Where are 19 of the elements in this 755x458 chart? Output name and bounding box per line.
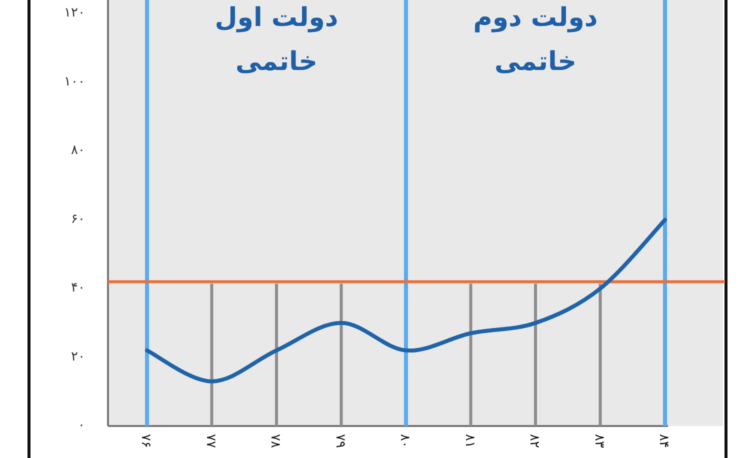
y-tick-label: ۱۲۰ — [64, 6, 85, 21]
x-tick-label: ۸۰ — [397, 434, 412, 448]
x-tick-label: ۷۶ — [138, 434, 153, 448]
x-tick-label: ۷۹ — [332, 434, 348, 448]
x-tick-label: ۸۳ — [591, 434, 606, 448]
x-tick-label: ۸۱ — [462, 434, 477, 448]
annotation: دولت اول خاتمی — [214, 3, 338, 77]
y-tick-label: ۴۰ — [71, 280, 85, 296]
x-tick-label: ۷۷ — [202, 434, 218, 448]
y-tick-label: ۸۰ — [71, 143, 85, 158]
line-series — [145, 218, 667, 384]
x-tick-label: ۷۸ — [268, 434, 282, 448]
y-tick-label: ۱۰۰ — [64, 74, 85, 90]
y-tick-label: ۲۰ — [71, 349, 85, 364]
y-tick-label: ۰ — [78, 418, 85, 433]
x-tick-label: ۸۴ — [656, 434, 671, 448]
x-tick-label: ۸۲ — [526, 434, 542, 448]
y-tick-label: ۶۰ — [71, 212, 85, 227]
annotation: دولت دوم خاتمی — [473, 3, 598, 77]
